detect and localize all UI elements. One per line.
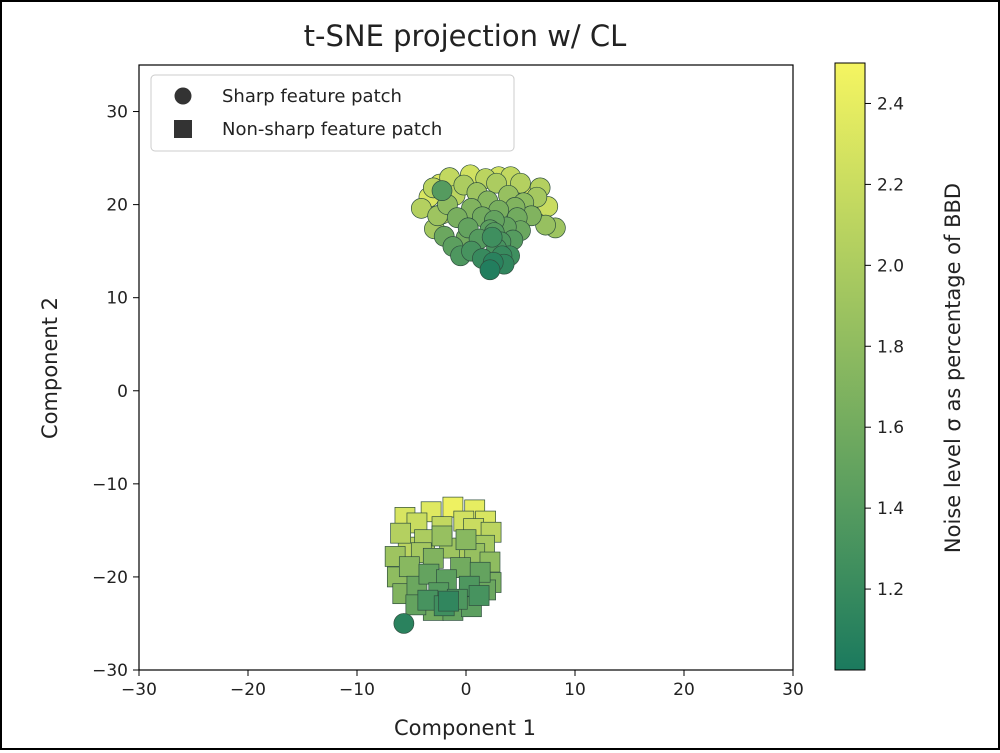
colorbar-tick-label: 1.2 <box>877 580 904 600</box>
non-sharp-patch-point <box>468 585 490 606</box>
x-axis: −30 −20 −10 0 10 20 30 <box>121 670 804 700</box>
non-sharp-patch-point <box>418 563 440 585</box>
colorbar-ticks: 1.2 1.4 1.6 1.8 2.0 2.2 2.4 <box>865 94 904 600</box>
x-tick-label: 30 <box>782 680 804 700</box>
colorbar-tick-label: 1.4 <box>877 499 904 519</box>
non-sharp-patch-point <box>398 556 420 578</box>
legend: Sharp feature patch Non-sharp feature pa… <box>150 74 515 152</box>
colorbar-tick-label: 2.2 <box>877 175 904 195</box>
sharp-patch-point <box>479 259 501 281</box>
x-tick-label: −20 <box>230 680 266 700</box>
y-tick-label: −20 <box>92 568 128 588</box>
sharp-patch-point <box>481 226 503 248</box>
y-tick-label: 0 <box>117 382 128 402</box>
y-tick-label: −10 <box>92 475 128 495</box>
colorbar-tick-label: 1.8 <box>877 337 904 357</box>
non-sharp-patch-point <box>431 525 453 547</box>
non-sharp-patch-point <box>390 522 411 544</box>
legend-box <box>150 74 515 152</box>
x-tick-label: 0 <box>461 680 472 700</box>
colorbar-tick-label: 1.6 <box>877 418 904 438</box>
non-sharp-patch-point <box>455 529 477 551</box>
legend-square-marker <box>174 120 192 138</box>
chart-title: t-SNE projection w/ CL <box>304 19 627 53</box>
non-sharp-patch-point <box>438 590 459 612</box>
y-tick-label: 10 <box>106 289 128 309</box>
colorbar: 1.2 1.4 1.6 1.8 2.0 2.2 2.4 Noise level σ as p… <box>834 62 965 671</box>
sharp-patch-point <box>431 180 453 202</box>
x-tick-label: 10 <box>564 680 586 700</box>
y-axis-label: Component 2 <box>38 297 62 439</box>
legend-label-non-sharp: Non-sharp feature patch <box>222 119 442 140</box>
y-tick-label: 20 <box>106 196 128 216</box>
y-tick-label: −30 <box>92 661 128 681</box>
x-tick-label: −30 <box>121 680 157 700</box>
colorbar-tick-label: 2.0 <box>877 256 904 276</box>
colorbar-tick-label: 2.4 <box>877 94 904 114</box>
points-layer <box>384 164 566 634</box>
legend-circle-marker <box>174 87 192 105</box>
legend-label-sharp: Sharp feature patch <box>222 86 402 107</box>
y-axis: −30 −20 −10 0 10 20 30 <box>92 103 139 681</box>
colorbar-gradient <box>834 62 866 671</box>
x-tick-label: 20 <box>673 680 695 700</box>
x-tick-label: −10 <box>339 680 375 700</box>
x-axis-label: Component 1 <box>394 716 536 740</box>
sharp-patch-point <box>393 613 415 634</box>
y-tick-label: 30 <box>106 103 128 123</box>
colorbar-label: Noise level σ as percentage of BBD <box>941 183 965 553</box>
